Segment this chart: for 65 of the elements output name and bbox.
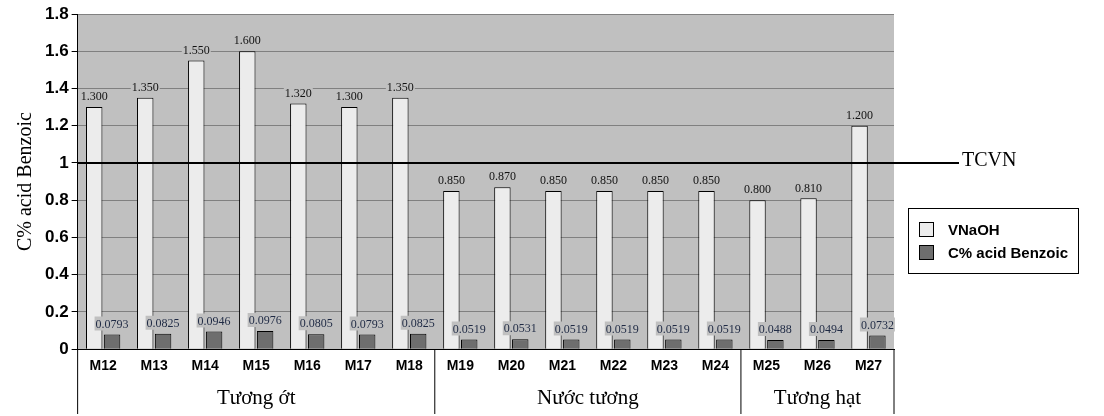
data-label: 0.810 [795, 180, 823, 195]
data-label: 1.350 [131, 79, 159, 94]
data-label: 1.550 [182, 42, 210, 57]
data-label: 0.0519 [452, 321, 486, 336]
data-label: 0.0825 [146, 315, 180, 330]
data-label: 0.0805 [299, 316, 333, 331]
y-axis-title: C% acid Benzoic [13, 112, 36, 252]
data-label: 0.850 [692, 173, 720, 188]
x-tick-label: M24 [701, 357, 730, 374]
x-tick-label: M23 [650, 357, 679, 374]
x-tick-label: M12 [89, 357, 117, 374]
data-label: 0.0519 [605, 321, 639, 336]
data-label: 0.0793 [95, 316, 129, 331]
data-label: 0.0488 [758, 322, 792, 337]
data-label: 0.850 [539, 173, 567, 188]
data-label: 0.0519 [554, 321, 588, 336]
text: Tương hạt [773, 384, 862, 409]
data-label: 0.850 [437, 173, 465, 188]
x-tick-label: M17 [344, 357, 373, 374]
y-tick-label: 0.6 [44, 227, 69, 247]
y-tick-label: 1.4 [44, 78, 70, 98]
data-label: 0.0825 [401, 315, 435, 330]
y-tick-label: 1 [59, 152, 69, 172]
data-label: 0.850 [641, 173, 669, 188]
data-label: 0.800 [744, 182, 772, 197]
x-tick-label: M16 [293, 357, 322, 374]
x-tick-label: M26 [803, 357, 832, 374]
y-tick-label: 0 [59, 338, 69, 358]
ref-line-label: TCVN [962, 148, 1017, 171]
data-label: 1.600 [233, 33, 261, 48]
data-label: 1.350 [386, 79, 414, 94]
data-label: 0.0531 [503, 321, 537, 336]
legend-label: VNaOH [948, 221, 1000, 238]
data-label: 0.850 [590, 173, 618, 188]
data-label: 0.0793 [350, 316, 384, 331]
x-tick-label: M21 [548, 357, 577, 374]
legend-label: C% acid Benzoic [948, 244, 1069, 261]
y-tick-label: 0.8 [44, 189, 69, 209]
x-tick-label: M20 [497, 357, 526, 374]
x-tick-label: M22 [599, 357, 628, 374]
text: Nước tương [537, 384, 640, 409]
y-tick-label: 1.6 [44, 40, 69, 60]
y-tick-label: 0.2 [44, 301, 69, 321]
data-label: 1.300 [80, 89, 108, 104]
x-tick-label: M25 [752, 357, 781, 374]
data-label: 0.0519 [656, 321, 690, 336]
data-label: 0.870 [488, 169, 516, 184]
y-tick-label: 1.8 [44, 3, 69, 23]
x-tick-label: M18 [395, 357, 424, 374]
data-label: 0.0946 [197, 313, 231, 328]
data-label: 0.0519 [707, 321, 741, 336]
text: Tương ớt [216, 384, 296, 409]
x-tick-label: M13 [140, 357, 168, 374]
data-label: 1.200 [846, 107, 874, 122]
x-tick-label: M15 [242, 357, 271, 374]
data-label: 1.300 [335, 89, 363, 104]
data-label: 0.0976 [248, 313, 282, 328]
data-label: 0.0732 [860, 317, 894, 332]
x-tick-label: M14 [191, 357, 220, 374]
x-tick-label: M19 [446, 357, 475, 374]
y-tick-label: 0.4 [44, 264, 70, 284]
x-tick-label: M27 [854, 357, 883, 374]
data-label: 0.0494 [809, 322, 843, 337]
data-label: 1.320 [284, 85, 312, 100]
y-tick-label: 1.2 [44, 115, 69, 135]
